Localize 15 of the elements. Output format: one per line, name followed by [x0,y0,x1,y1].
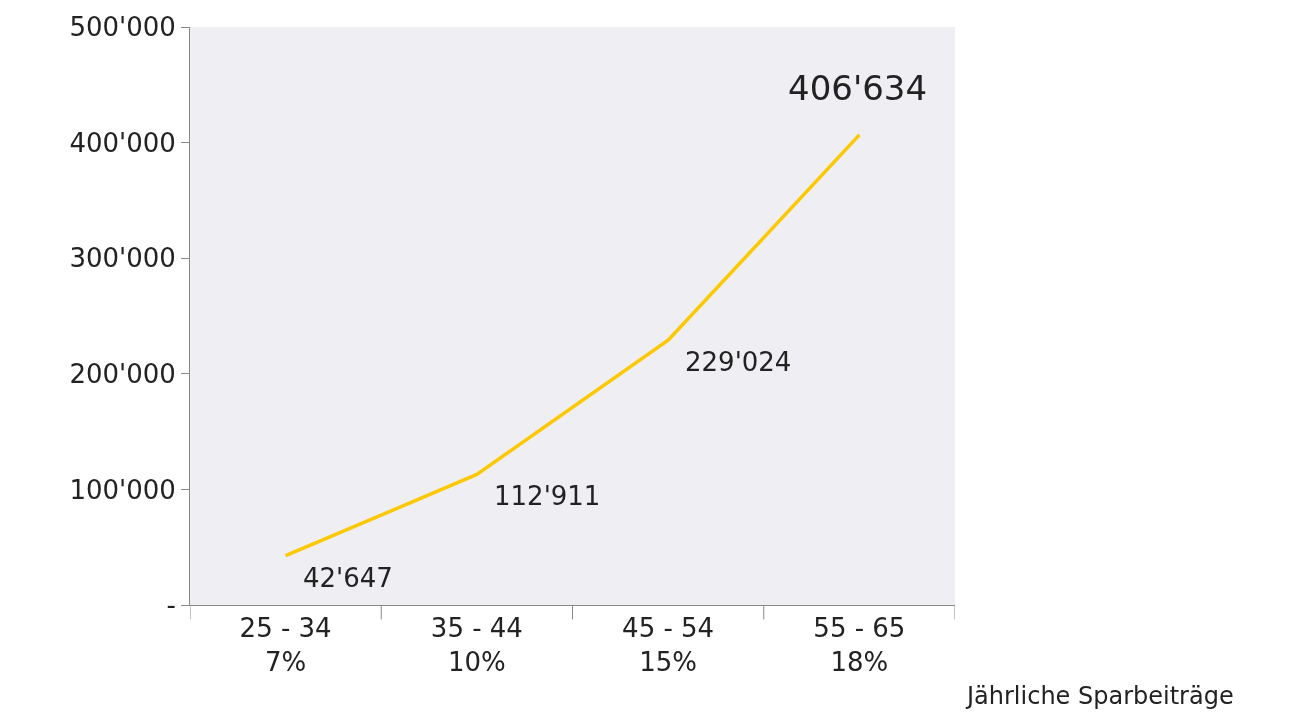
x-axis-title: Jährliche Sparbeiträge [965,682,1234,710]
y-tick-label: 100'000 [69,474,176,505]
y-tick-label: 400'000 [69,127,176,158]
data-label: 112'911 [494,481,601,511]
x-tick-label: 55 - 65 18% [813,613,906,677]
data-label: 42'647 [303,563,393,593]
y-tick-label: 500'000 [69,12,176,43]
x-tick-label: 25 - 34 7% [239,613,332,677]
y-tick-label: - [166,590,176,621]
y-tick-label: 300'000 [69,243,176,274]
data-label: 229'024 [685,347,792,377]
data-label: 406'634 [788,68,928,108]
x-tick-label: 45 - 54 15% [622,613,715,677]
y-tick-label: 200'000 [69,358,176,389]
x-tick-label: 35 - 44 10% [430,613,523,677]
